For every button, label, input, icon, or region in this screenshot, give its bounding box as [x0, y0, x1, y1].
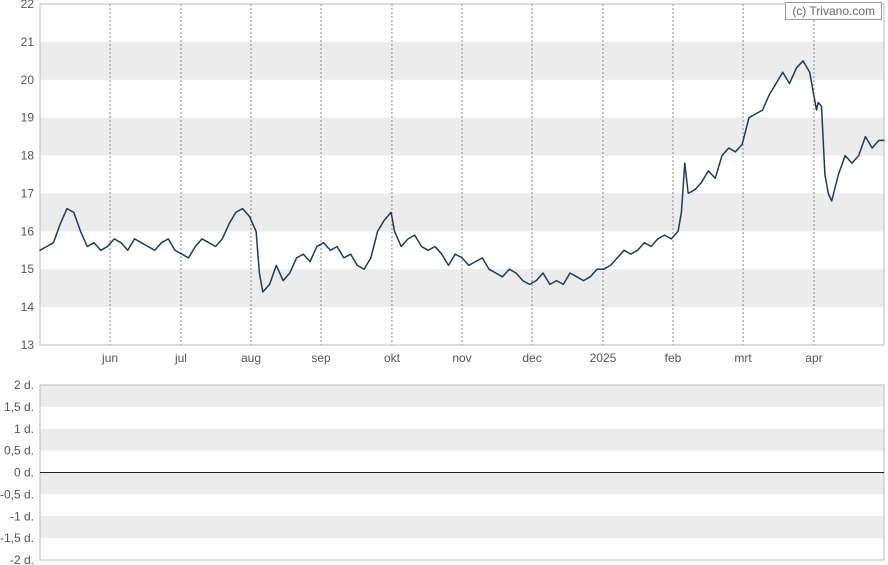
- y-tick-label: 1 d.: [14, 422, 34, 436]
- y-tick-label: -1,5 d.: [0, 531, 34, 545]
- y-tick-label: 0,5 d.: [4, 444, 34, 458]
- y-tick-label: -2 d.: [10, 553, 34, 565]
- y-tick-label: -1 d.: [10, 509, 34, 523]
- chart-container: (c) Trivano.com 13141516171819202122junj…: [0, 0, 888, 565]
- attribution-label: (c) Trivano.com: [785, 2, 882, 20]
- y-tick-label: 1,5 d.: [4, 400, 34, 414]
- indicator-chart: -2 d. -1,5 d. -1 d. -0,5 d. 0 d. 0,5 d. 1 d. 1,…: [0, 0, 888, 565]
- y-tick-label: -0,5 d.: [0, 487, 34, 501]
- y-tick-label: 0 d.: [14, 466, 34, 480]
- y-tick-label: 2 d.: [14, 378, 34, 392]
